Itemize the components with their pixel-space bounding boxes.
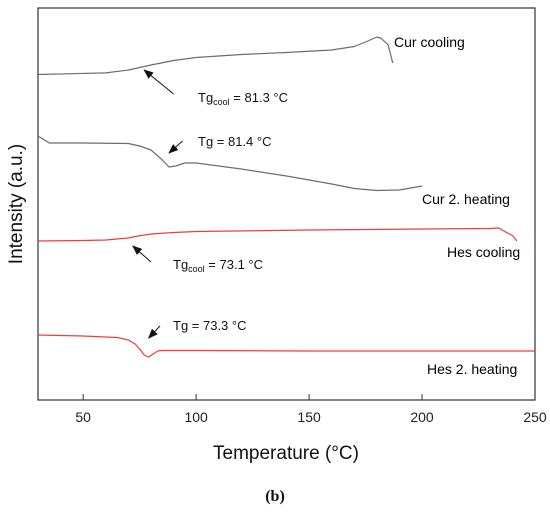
annotation-arrow-3 — [132, 245, 152, 263]
annotation-tg-cool-hes: Tgcool = 73.1 °C — [173, 257, 263, 274]
curve-label-hes-heating: Hes 2. heating — [427, 361, 517, 377]
x-tick-label-250: 250 — [523, 409, 547, 425]
annotation-tg-cur-heating: Tg = 81.4 °C — [198, 134, 272, 149]
x-tick-label-200: 200 — [410, 409, 434, 425]
series-layer — [37, 36, 535, 358]
annotation-arrow-2 — [168, 140, 183, 154]
annotation-tg-cool-cur: Tgcool = 81.3 °C — [198, 90, 288, 107]
curve-label-hes-cooling: Hes cooling — [447, 244, 520, 260]
dsc-chart: 50 100 150 200 250 Cur cooling Cur 2. heatin… — [6, 7, 547, 464]
plot-frame — [37, 7, 536, 401]
x-tick-label-50: 50 — [75, 409, 91, 425]
annotation-tg-hes-heating: Tg = 73.3 °C — [173, 318, 247, 333]
y-axis-title: Intensity (a.u.) — [6, 144, 27, 264]
series-line-hes-2-heating — [37, 334, 535, 358]
x-tick-label-150: 150 — [297, 409, 321, 425]
x-axis-title: Temperature (°C) — [213, 443, 359, 464]
series-line-hes-cooling — [37, 227, 518, 242]
series-line-cur-2-heating — [37, 135, 423, 192]
x-tick-label-100: 100 — [184, 409, 208, 425]
annotation-arrow-1 — [143, 69, 174, 95]
curve-label-cur-heating: Cur 2. heating — [422, 191, 510, 207]
curve-label-cur-cooling: Cur cooling — [394, 34, 465, 50]
annotation-arrows — [132, 69, 183, 339]
x-axis-tick-labels: 50 100 150 200 250 — [75, 409, 546, 425]
series-line-cur-cooling — [37, 36, 394, 76]
annotation-arrow-4 — [148, 325, 161, 339]
x-axis-ticks — [82, 394, 536, 400]
panel-label: (b) — [265, 488, 285, 505]
